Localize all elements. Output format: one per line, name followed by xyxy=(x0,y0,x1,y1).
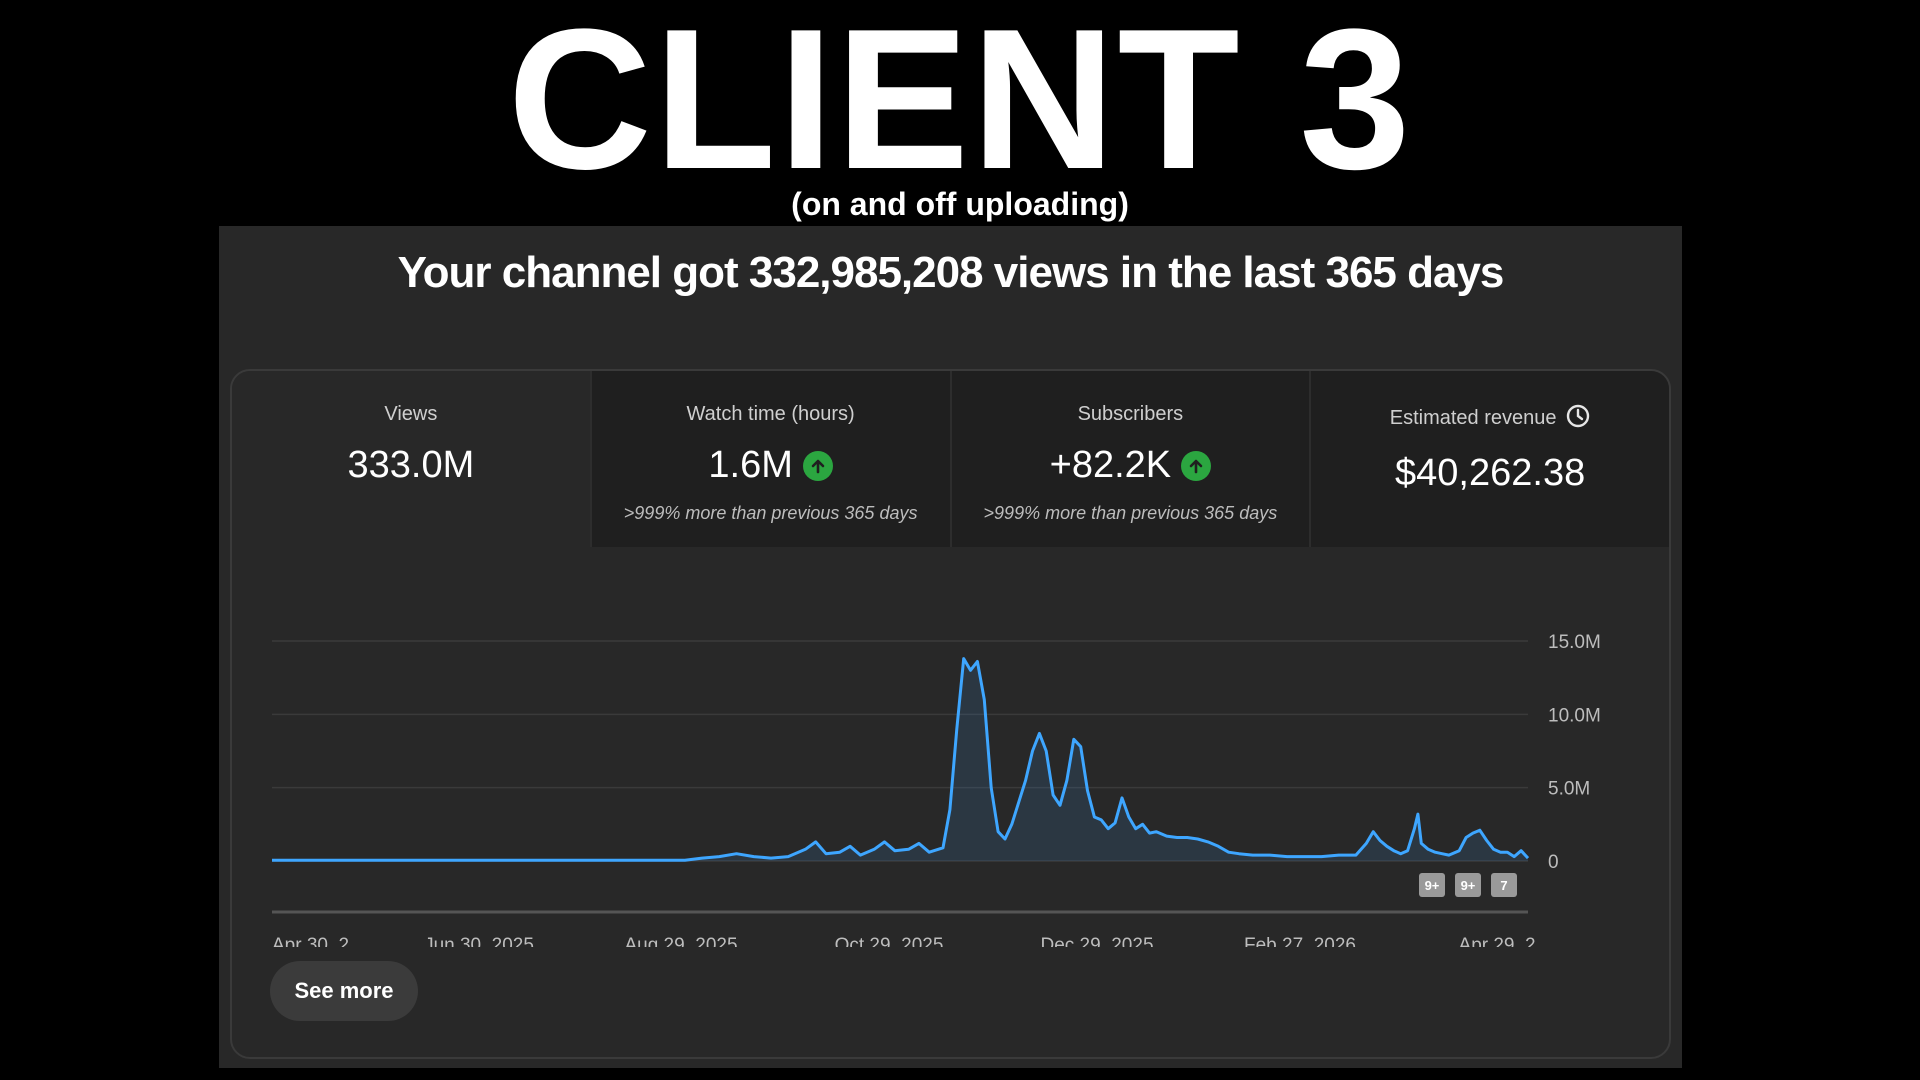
y-tick-label: 15.0M xyxy=(1548,632,1601,653)
tab-watch-time[interactable]: Watch time (hours) 1.6M >999% more than … xyxy=(589,371,950,547)
clock-icon[interactable] xyxy=(1565,403,1591,434)
x-tick-label: Apr 30, 2... xyxy=(272,935,365,947)
page-headline: Your channel got 332,985,208 views in th… xyxy=(397,248,1505,297)
metric-value: $40,262.38 xyxy=(1395,452,1586,494)
y-tick-label: 10.0M xyxy=(1548,705,1601,726)
metric-label: Estimated revenue xyxy=(1389,407,1557,429)
x-tick-label: Feb 27, 2026 xyxy=(1244,935,1356,947)
banner-title: CLIENT 3 xyxy=(507,0,1413,211)
views-chart: 15.0M 10.0M 5.0M 0 9+ 9+ 7 Apr 30, 2... Jun 30, … xyxy=(272,632,1601,947)
upload-marker-label: 7 xyxy=(1500,878,1507,893)
banner-subtitle: (on and off uploading) xyxy=(791,186,1129,222)
tab-views[interactable]: Views 333.0M xyxy=(232,371,590,547)
tab-subscribers[interactable]: Subscribers +82.2K >999% more than previ… xyxy=(949,371,1310,547)
views-line xyxy=(272,657,1530,862)
arrow-up-icon xyxy=(802,450,833,481)
x-tick-label: Jun 30, 2025 xyxy=(424,935,534,947)
metric-label: Views xyxy=(384,403,438,425)
metric-label: Subscribers xyxy=(1077,403,1184,425)
see-more-button[interactable]: See more xyxy=(270,961,418,1021)
metric-value: 333.0M xyxy=(347,444,475,486)
metric-comparison-note: >999% more than previous 365 days xyxy=(623,503,918,523)
y-tick-label: 0 xyxy=(1548,852,1559,873)
x-tick-label: Dec 29, 2025 xyxy=(1040,935,1153,947)
metric-value: +82.2K xyxy=(1049,444,1172,486)
y-tick-label: 5.0M xyxy=(1548,779,1590,800)
metric-comparison-note: >999% more than previous 365 days xyxy=(983,503,1278,523)
overview-card: Views 333.0M Watch time (hours) 1.6M >99… xyxy=(230,369,1671,1059)
metric-label: Watch time (hours) xyxy=(686,403,855,425)
upload-marker xyxy=(1491,873,1517,897)
x-tick-label: Aug 29, 2025 xyxy=(624,935,737,947)
upload-marker-label: 9+ xyxy=(1425,878,1440,893)
upload-marker xyxy=(1419,873,1445,897)
tab-estimated-revenue[interactable]: Estimated revenue $40,262.38 xyxy=(1309,371,1669,547)
analytics-screenshot: Your channel got 332,985,208 views in th… xyxy=(219,226,1682,1068)
metric-value: 1.6M xyxy=(708,444,793,486)
arrow-up-icon xyxy=(1181,450,1212,481)
x-tick-label: Apr 29, 2... xyxy=(1459,935,1552,947)
views-area xyxy=(272,658,1528,861)
upload-marker-label: 9+ xyxy=(1461,878,1476,893)
metric-tabs: Views 333.0M Watch time (hours) 1.6M >99… xyxy=(232,371,1669,547)
upload-marker xyxy=(1455,873,1481,897)
x-tick-label: Oct 29, 2025 xyxy=(835,935,944,947)
